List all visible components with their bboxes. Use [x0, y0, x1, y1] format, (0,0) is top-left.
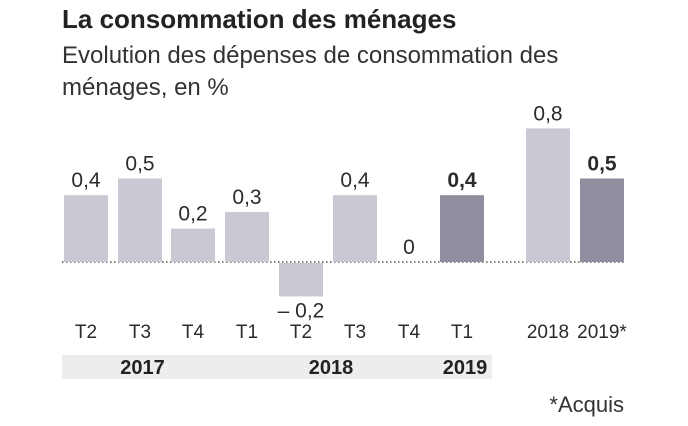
bar: [279, 263, 323, 297]
category-label: T2: [75, 322, 97, 343]
year-band: [438, 355, 492, 379]
footnote: *Acquis: [549, 392, 624, 417]
year-label: 2018: [309, 357, 354, 379]
bar: [440, 195, 484, 262]
bar: [225, 211, 269, 262]
category-label: T2: [290, 322, 312, 343]
category-label: 2019*: [577, 322, 627, 343]
data-label: 0,5: [587, 153, 617, 176]
bar: [171, 228, 215, 262]
chart-title: La consommation des ménages: [62, 4, 457, 34]
data-label: 0,2: [178, 203, 207, 226]
data-label: 0,4: [447, 169, 477, 192]
bar: [333, 195, 377, 262]
bar: [526, 128, 570, 262]
category-label: T4: [182, 322, 205, 343]
data-label: 0,4: [340, 169, 370, 192]
category-label: T3: [129, 322, 151, 343]
data-label: 0,5: [125, 153, 154, 176]
category-label: T3: [344, 322, 366, 343]
data-label: 0: [403, 236, 415, 259]
bar: [64, 195, 108, 262]
year-label: 2019: [443, 357, 488, 379]
category-label: 2018: [527, 322, 569, 343]
chart-subtitle: Evolution des dépenses de consommation d…: [62, 42, 559, 101]
data-label: – 0,2: [278, 299, 325, 322]
bar: [118, 178, 162, 262]
data-label: 0,3: [232, 186, 261, 209]
bar: [580, 178, 624, 262]
year-band: [223, 355, 439, 379]
data-label: 0,8: [533, 102, 562, 125]
category-label: T1: [236, 322, 258, 343]
category-label: T4: [398, 322, 421, 343]
category-label: T1: [451, 322, 473, 343]
year-band: [62, 355, 223, 379]
data-label: 0,4: [71, 169, 101, 192]
year-label: 2017: [120, 357, 165, 379]
